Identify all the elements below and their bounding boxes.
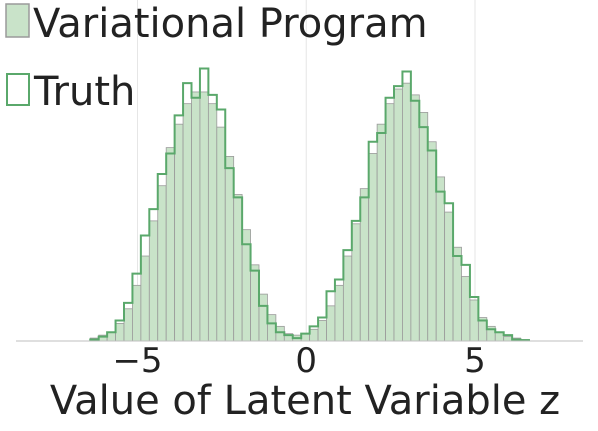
- bar: [326, 305, 336, 342]
- bar: [207, 103, 218, 342]
- bar: [418, 112, 429, 342]
- x-tick-label-neg5: −5: [112, 341, 162, 381]
- grid-lines: [137, 0, 476, 341]
- legend-swatch-variational-program: [5, 3, 30, 38]
- x-tick-label-5: 5: [464, 341, 486, 381]
- bar: [309, 328, 319, 342]
- legend-label-truth: Truth: [33, 69, 135, 115]
- bar: [359, 188, 370, 342]
- bar: [393, 88, 403, 342]
- bar: [258, 293, 268, 342]
- bar: [216, 126, 226, 342]
- bar: [157, 185, 167, 342]
- bar: [427, 141, 437, 342]
- bar: [494, 331, 505, 342]
- bar: [452, 246, 462, 342]
- bar: [115, 323, 125, 342]
- bar: [376, 123, 386, 342]
- x-axis-title: Value of Latent Variable z: [50, 378, 560, 424]
- bar: [300, 333, 311, 342]
- bar: [140, 255, 150, 342]
- bar: [410, 94, 420, 342]
- legend-label-variational-program: Variational Program: [33, 1, 428, 47]
- bar: [469, 299, 479, 342]
- bar: [106, 331, 116, 342]
- bar: [148, 220, 159, 342]
- bar: [351, 223, 361, 342]
- bar: [250, 264, 260, 342]
- bar: [317, 320, 327, 342]
- bar: [191, 91, 201, 342]
- bar: [402, 82, 412, 342]
- bar: [199, 91, 209, 342]
- truth-outline-series: [89, 67, 530, 342]
- bar: [461, 276, 471, 342]
- bar: [435, 176, 446, 342]
- bar: [123, 308, 133, 342]
- variational-program-bars: [89, 82, 530, 342]
- bar: [174, 123, 184, 342]
- bar: [444, 211, 454, 342]
- bar: [132, 284, 142, 342]
- x-tick-label-0: 0: [295, 341, 317, 381]
- bar: [275, 325, 285, 342]
- legend: Variational Program Truth: [5, 1, 428, 115]
- bar: [182, 103, 192, 342]
- bar: [334, 284, 344, 342]
- bar: [267, 314, 277, 342]
- legend-swatch-truth: [6, 73, 30, 106]
- bar: [241, 229, 251, 342]
- bar: [165, 147, 176, 342]
- bar: [224, 156, 235, 342]
- bar: [368, 153, 378, 342]
- bar: [342, 255, 353, 342]
- bar: [385, 103, 395, 342]
- x-tick-labels: −5 0 5: [112, 341, 485, 381]
- bar: [233, 194, 243, 342]
- bar: [503, 336, 513, 342]
